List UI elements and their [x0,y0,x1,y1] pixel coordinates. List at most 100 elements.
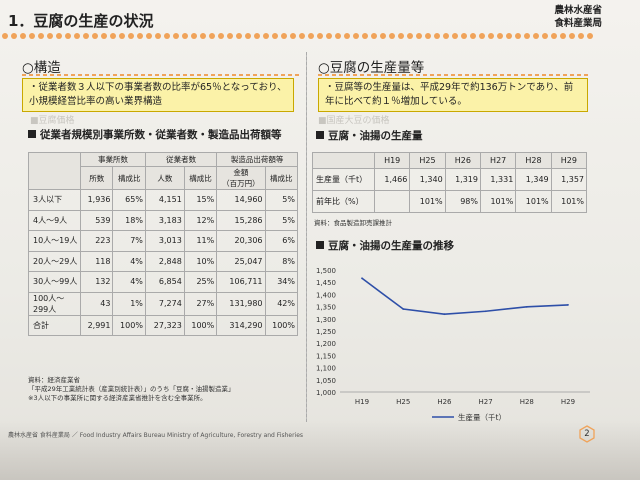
left-table-title-text: 従業者規模別事業所数・従業者数・製造品出荷額等 [40,129,282,141]
row-label: 4人～9人 [28,209,81,231]
page-number-text: 2 [584,429,590,439]
header-dot [551,33,557,39]
header-dot [587,33,593,39]
x-tick-label: H25 [396,398,410,406]
header-dot [227,33,233,39]
table-cell: 25,047 [216,250,266,272]
left-heading-underline [22,74,300,76]
header-dot [146,33,152,39]
page-title: 1．豆腐の生産の状況 [8,12,154,30]
table-cell: 101% [409,190,446,213]
table-cell: 7,274 [144,291,185,316]
table-cell: 131,980 [216,291,266,316]
header-dot [488,33,494,39]
data-point [484,310,487,313]
right-heading-underline [318,74,590,76]
header-dot [362,33,368,39]
x-tick-label: H28 [520,398,534,406]
y-tick-label: 1,300 [316,316,336,324]
header-dot [110,33,116,39]
sub-header-cell: 構成比 [112,166,146,190]
table-cell: 1,340 [409,168,446,191]
header-dot [101,33,107,39]
table-cell: 100% [112,314,146,336]
row-label: 100人～299人 [28,291,81,316]
row-label: 10人～19人 [28,230,81,252]
table-cell: 5% [264,189,299,211]
year-header-cell [312,152,375,169]
x-tick-label: H26 [437,398,452,406]
table-cell: 3,183 [144,209,185,231]
y-tick-label: 1,350 [316,304,336,312]
left-source-line: 資料：経済産業省 [28,376,80,384]
year-header-cell: H27 [479,152,517,169]
y-tick-label: 1,200 [316,340,336,348]
header-dot [38,33,44,39]
ministry-line2: 食料産業局 [554,18,602,29]
sub-header-cell: 人数 [144,166,185,190]
table-cell: 11% [183,230,218,252]
table-cell: 3,013 [144,230,185,252]
column-divider [306,52,307,422]
y-tick-label: 1,050 [316,377,336,385]
table-cell: 132 [79,271,114,293]
table-cell: 100% [183,314,218,336]
table-row: 生産量（千t） 1,466 1,340 1,319 1,331 1,349 1,357 [312,168,588,191]
hexagon-icon [579,425,595,443]
header-employees: 従業者数 [144,152,218,167]
table-row: 3人以下 1,936 65% 4,151 15% 14,960 5% [28,189,299,211]
footer: 農林水産省 食料産業局 ／ Food Industry Affairs Bure… [8,432,304,439]
header-dot [443,33,449,39]
table-cell: 25% [183,271,218,293]
year-header-cell: H26 [444,152,481,169]
employee-scale-table: 事業所数 従業者数 製造品出荷額等 所数 構成比 人数 構成比 金額 （百万円） 構成比 … [28,152,299,336]
header-dot [119,33,125,39]
table-cell: 6% [264,230,299,252]
table-cell: 2,991 [79,314,114,336]
table-cell: 43 [79,291,114,316]
left-ghost-text: ■豆腐価格 [30,116,75,126]
table-cell: 18% [112,209,146,231]
table-cell: 10% [183,250,218,272]
header-dot [515,33,521,39]
header-dot [20,33,26,39]
table-cell: 27% [183,291,218,316]
table-cell: 1,349 [515,168,552,191]
header-dot [128,33,134,39]
row-label: 30人～99人 [28,271,81,293]
row-label: 合計 [28,314,81,336]
square-bullet-icon [316,241,324,249]
table-cell: 2,848 [144,250,185,272]
table-cell: 1% [112,291,146,316]
right-section-heading: ○豆腐の生産量等 [318,60,425,76]
year-header-cell: H29 [550,152,588,169]
table-cell: 7% [112,230,146,252]
header-dot [335,33,341,39]
header-dot [470,33,476,39]
header-dot [29,33,35,39]
header-dot [155,33,161,39]
table-row: 20人～29人 118 4% 2,848 10% 25,047 8% [28,250,299,272]
table-cell: 4% [112,271,146,293]
header-dot [398,33,404,39]
header-shipments: 製造品出荷額等 [216,152,298,167]
left-note-box: ・従業者数３人以下の事業者数の比率が65％となっており、小規模経営比率の高い業界… [22,78,294,112]
table-row: 100人～299人 43 1% 7,274 27% 131,980 42% [28,291,299,316]
square-bullet-icon [316,131,324,139]
header-dot [506,33,512,39]
header-dot [74,33,80,39]
sub-header-cell: 金額 （百万円） [216,166,266,190]
row-label: 20人～29人 [28,250,81,272]
year-header-cell: H19 [373,152,411,169]
y-tick-label: 1,100 [316,365,336,373]
data-point [525,305,528,308]
right-note-box: ・豆腐等の生産量は、平成29年で約136万トンであり、前年に比べて約１％増加して… [318,78,588,112]
sub-header-cell: 構成比 [264,166,299,190]
dotted-header-rule [0,33,610,43]
header-dot [182,33,188,39]
table-cell: 5% [264,209,299,231]
header-dot [2,33,8,39]
table-cell: 100% [264,314,299,336]
year-header-cell: H28 [515,152,552,169]
row-label: 生産量（千t） [312,168,375,191]
